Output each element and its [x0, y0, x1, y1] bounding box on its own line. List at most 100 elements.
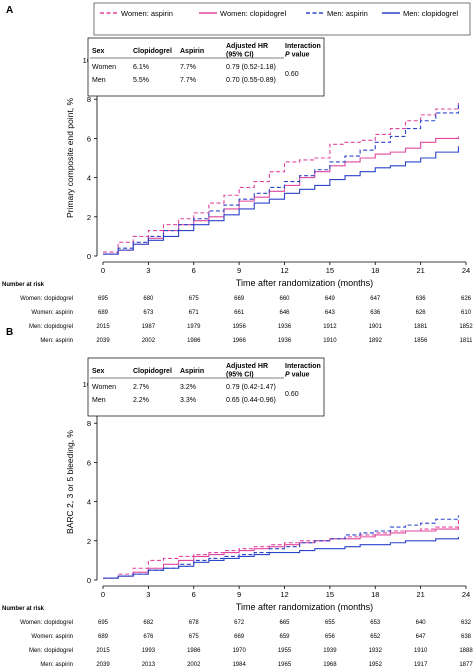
risk-value: 695	[98, 296, 109, 302]
risk-value: 1956	[232, 324, 246, 330]
risk-value: 682	[143, 620, 154, 626]
risk-value: 1955	[278, 648, 292, 654]
y-tick-label: 6	[87, 134, 91, 143]
risk-value: 636	[416, 296, 427, 302]
risk-value: 626	[461, 296, 472, 302]
legend: Women: aspirin Women: clopidogrel Men: asp…	[93, 2, 471, 36]
risk-value: 1912	[323, 324, 337, 330]
table-cell: 7.7%	[180, 64, 196, 71]
table-cell: 3.3%	[180, 397, 196, 404]
legend-label: Men: aspirin	[327, 9, 368, 18]
x-tick-label: 9	[237, 590, 241, 599]
risk-value: 1852	[459, 324, 473, 330]
risk-value: 653	[370, 620, 381, 626]
table-cell: 0.65 (0.44-0.96)	[226, 397, 276, 404]
risk-value: 1901	[369, 324, 383, 330]
risk-value: 1966	[232, 338, 246, 344]
risk-value: 1811	[460, 338, 474, 344]
table-cell: Men	[92, 77, 106, 84]
table-header-p: P	[285, 52, 290, 59]
table-header: Interaction P value	[285, 363, 321, 379]
series-line	[103, 103, 459, 255]
table-cell: 2.2%	[133, 397, 149, 404]
series-line	[103, 146, 459, 255]
risk-value: 660	[279, 296, 290, 302]
risk-value: 649	[325, 296, 336, 302]
table-header-line: Adjusted HR	[226, 363, 268, 370]
table-cell: 5.5%	[133, 77, 149, 84]
x-tick-label: 3	[146, 266, 150, 275]
risk-value: 2002	[142, 338, 156, 344]
legend-label: Men: clopidogrel	[403, 9, 458, 18]
risk-row-label: Women: clopidogrel	[20, 620, 73, 626]
risk-value: 1877	[459, 662, 473, 667]
risk-value: 2039	[96, 662, 110, 667]
series-line	[103, 517, 459, 579]
risk-row-label: Men: aspirin	[40, 338, 73, 344]
table-header: Interaction P value	[285, 43, 321, 59]
risk-value: 1936	[278, 338, 292, 344]
risk-value: 1979	[187, 324, 201, 330]
risk-value: 2015	[96, 648, 110, 654]
series-line	[103, 536, 459, 579]
table-header-line: Interaction	[285, 363, 321, 370]
risk-value: 643	[325, 310, 336, 316]
x-tick-label: 6	[192, 590, 196, 599]
y-tick-label: 0	[87, 252, 91, 261]
x-axis-label: Time after randomization (months)	[236, 278, 373, 288]
table-header-p: P	[285, 372, 290, 379]
risk-value: 2002	[187, 662, 201, 667]
risk-value: 1939	[323, 648, 337, 654]
y-tick-label: 8	[87, 419, 91, 428]
risk-value: 1968	[323, 662, 337, 667]
risk-value: 655	[325, 620, 336, 626]
risk-value: 638	[461, 634, 472, 640]
y-tick-label: 0	[87, 576, 91, 585]
table-cell: Women	[92, 384, 116, 391]
risk-value: 1986	[187, 338, 201, 344]
risk-value: 1965	[278, 662, 292, 667]
risk-value: 640	[416, 620, 427, 626]
risk-row-label: Women: clopidogrel	[20, 296, 73, 302]
risk-value: 636	[370, 310, 381, 316]
x-tick-label: 18	[371, 266, 379, 275]
risk-value: 632	[461, 620, 472, 626]
stats-table-frame	[87, 357, 325, 417]
risk-value: 1892	[369, 338, 383, 344]
y-axis-label: BARC 2, 3 or 5 bleeding, %	[65, 430, 75, 534]
series-line	[103, 515, 459, 579]
legend-label: Women: aspirin	[121, 9, 173, 18]
risk-table-title: Number at risk	[2, 606, 45, 612]
y-axis-label: Primary composite end point, %	[65, 98, 75, 218]
risk-value: 1888	[459, 648, 473, 654]
risk-value: 1856	[414, 338, 428, 344]
risk-value: 669	[234, 296, 245, 302]
risk-value: 1917	[414, 662, 428, 667]
risk-value: 647	[370, 296, 381, 302]
table-cell: 6.1%	[133, 64, 149, 71]
y-tick-label: 6	[87, 458, 91, 467]
x-axis-label: Time after randomization (months)	[236, 602, 373, 612]
risk-row-label: Men: clopidogrel	[29, 324, 73, 330]
risk-value: 675	[189, 296, 200, 302]
risk-value: 675	[189, 634, 200, 640]
risk-value: 626	[416, 310, 427, 316]
x-tick-label: 24	[462, 590, 470, 599]
risk-value: 689	[98, 634, 109, 640]
x-tick-label: 24	[462, 266, 470, 275]
table-header-line: P value	[285, 52, 310, 59]
table-cell: 2.7%	[133, 384, 149, 391]
interaction-p-value: 0.60	[285, 71, 299, 78]
series-line	[103, 101, 459, 253]
y-tick-label: 2	[87, 213, 91, 222]
y-tick-label: 4	[87, 174, 91, 183]
risk-value: 652	[370, 634, 381, 640]
risk-value: 678	[189, 620, 200, 626]
x-tick-label: 6	[192, 266, 196, 275]
risk-table-title: Number at risk	[2, 282, 45, 288]
risk-value: 610	[461, 310, 472, 316]
interaction-p-value: 0.60	[285, 391, 299, 398]
table-header: Clopidogrel	[133, 48, 172, 55]
